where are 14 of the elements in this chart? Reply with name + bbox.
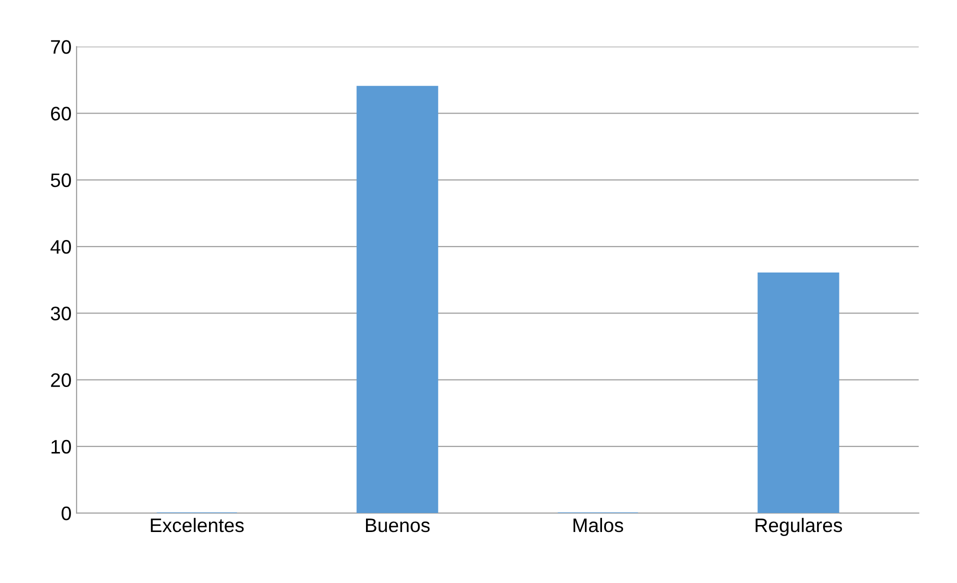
y-tick-label: 60 [51,106,71,121]
bar [356,86,438,514]
y-tick-label: 10 [52,440,71,454]
bar [758,272,840,514]
x-tick-label: Buenos [366,518,430,532]
y-tick-label: 70 [51,40,71,54]
y-tick-label: 40 [50,240,71,254]
y-tick-label: 50 [50,173,71,188]
x-tick-label: Regulares [756,518,842,536]
x-tick-label: Malos [574,518,624,532]
y-tick-label: 30 [50,306,71,320]
y-tick-label: 0 [62,506,71,520]
x-tick-label: Excelentes [150,518,244,532]
y-tick-label: 20 [51,373,71,388]
